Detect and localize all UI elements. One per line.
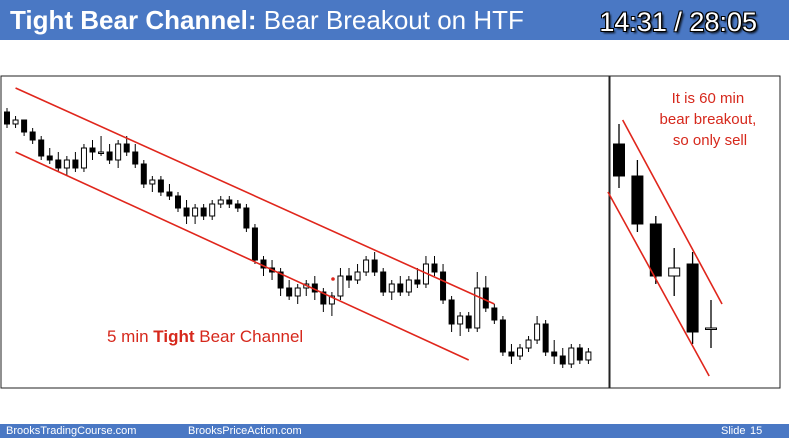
footer-site-2[interactable]: BrooksPriceAction.com xyxy=(188,425,302,437)
channel-line-upper xyxy=(621,119,723,305)
video-timer: 14:31 / 28:05 xyxy=(599,7,757,37)
bear-candle xyxy=(183,207,190,217)
bear-candle xyxy=(649,223,662,277)
bull-candle xyxy=(328,295,335,305)
bull-candle xyxy=(585,351,592,361)
footer-slide-label: Slide xyxy=(721,425,746,437)
channel-line-lower xyxy=(15,151,470,361)
bull-candle xyxy=(115,143,122,161)
bear-candle xyxy=(542,323,549,353)
bear-candle xyxy=(55,159,62,169)
bull-candle xyxy=(80,147,87,169)
bull-candle xyxy=(363,259,370,273)
footer-site-1[interactable]: BrooksTradingCourse.com xyxy=(6,425,137,437)
right-chart-candles xyxy=(613,124,717,348)
bear-candle xyxy=(380,271,387,293)
right-chart-channel-lines xyxy=(607,119,723,377)
bull-candle xyxy=(405,279,412,293)
bear-candle xyxy=(286,287,293,297)
bear-candle xyxy=(431,263,438,273)
signal-dot xyxy=(331,277,335,281)
left-annotation-pre: 5 min xyxy=(107,327,153,346)
bear-candle xyxy=(21,119,28,133)
bear-candle xyxy=(106,151,113,161)
bear-candle xyxy=(4,111,10,125)
bear-candle xyxy=(414,279,421,285)
bear-candle xyxy=(132,151,139,165)
bear-candle xyxy=(631,175,644,225)
bull-candle xyxy=(517,347,523,357)
bull-candle xyxy=(12,119,19,125)
bull-candle xyxy=(705,327,717,330)
bear-candle xyxy=(440,271,447,301)
bear-candle xyxy=(277,271,284,289)
bull-candle xyxy=(294,287,301,297)
bear-candle xyxy=(686,263,699,333)
bull-candle xyxy=(63,159,70,169)
bear-candle xyxy=(251,227,258,261)
bull-candle xyxy=(668,267,681,277)
bear-candle xyxy=(140,163,147,185)
right-chart-frame xyxy=(609,75,781,389)
bear-candle xyxy=(613,143,625,177)
bear-candle xyxy=(551,351,558,357)
bear-candle xyxy=(157,179,164,193)
right-chart-annotation: It is 60 min bear breakout, so only sell xyxy=(660,90,761,149)
bull-candle xyxy=(534,323,541,341)
right-annotation-line-1: It is 60 min xyxy=(672,90,745,107)
left-chart-annotation: 5 min Tight Bear Channel xyxy=(107,327,303,346)
bear-candle xyxy=(346,275,352,281)
left-annotation-post: Bear Channel xyxy=(195,327,304,346)
bear-candle xyxy=(226,199,233,205)
slide-title-rest: Bear Breakout on HTF xyxy=(263,5,524,35)
bull-candle xyxy=(149,179,156,185)
title-bar: Tight Bear Channel: Bear Breakout on HTF… xyxy=(0,0,789,40)
bear-candle xyxy=(559,355,566,365)
bull-candle xyxy=(388,283,395,293)
footer-slide-number: 15 xyxy=(750,425,763,437)
bear-candle xyxy=(243,207,250,229)
bull-candle xyxy=(209,203,216,217)
bear-candle xyxy=(482,287,489,309)
channel-line-lower xyxy=(607,191,710,377)
bear-candle xyxy=(234,203,241,209)
bull-candle xyxy=(337,275,344,297)
channel-line-upper xyxy=(15,87,495,305)
bear-candle xyxy=(448,299,455,325)
bear-candle xyxy=(29,131,36,141)
bull-candle xyxy=(457,315,464,325)
slide-title: Tight Bear Channel: Bear Breakout on HTF xyxy=(10,4,524,36)
bull-candle xyxy=(568,347,575,365)
right-annotation-line-2: bear breakout, xyxy=(660,111,757,128)
bear-candle xyxy=(123,143,130,153)
footer-bar: BrooksTradingCourse.com BrooksPriceActio… xyxy=(0,424,789,438)
bear-candle xyxy=(89,147,96,153)
slide-title-bold: Tight Bear Channel: xyxy=(10,5,257,35)
bear-candle xyxy=(465,315,472,329)
bear-candle xyxy=(508,351,515,357)
bear-candle xyxy=(320,291,327,305)
left-chart-candles xyxy=(4,108,592,368)
left-annotation-bold: Tight xyxy=(153,327,195,346)
bear-candle xyxy=(576,347,583,361)
right-annotation-line-3: so only sell xyxy=(673,132,747,149)
bear-candle xyxy=(491,307,498,321)
bull-candle xyxy=(217,199,224,205)
bear-candle xyxy=(499,319,506,353)
bear-candle xyxy=(200,207,207,217)
bear-candle xyxy=(175,195,181,209)
bull-candle xyxy=(474,287,481,329)
bull-candle xyxy=(98,151,105,154)
bear-candle xyxy=(397,283,404,293)
left-chart-channel-lines xyxy=(15,87,495,361)
bear-candle xyxy=(166,191,173,197)
bear-candle xyxy=(371,259,378,273)
bull-candle xyxy=(192,207,199,217)
bear-candle xyxy=(46,155,53,161)
bear-candle xyxy=(38,139,45,157)
bull-candle xyxy=(525,339,532,349)
bear-candle xyxy=(72,159,79,169)
bull-candle xyxy=(354,271,361,281)
